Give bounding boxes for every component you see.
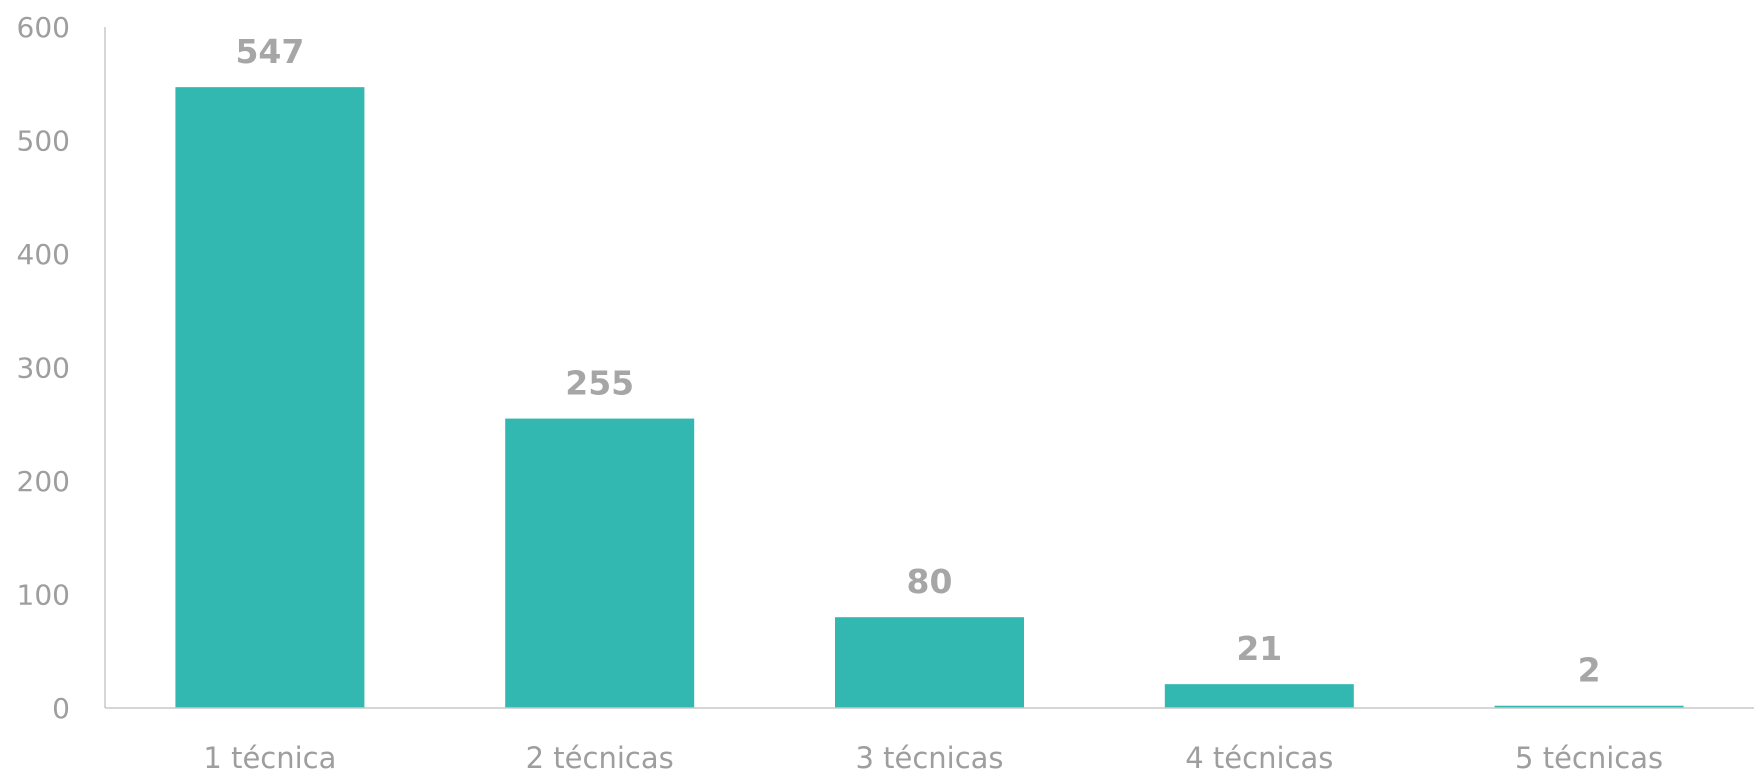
x-category-label-4: 4 técnicas <box>1185 741 1333 772</box>
y-tick-label-300: 300 <box>17 352 70 385</box>
data-label-5: 2 <box>1578 651 1601 690</box>
data-label-4: 21 <box>1236 629 1282 668</box>
y-tick-label-400: 400 <box>17 238 70 271</box>
y-tick-label-500: 500 <box>17 125 70 158</box>
x-axis-labels: 1 técnica 2 técnicas 3 técnicas 4 técnicas 5… <box>203 741 1663 772</box>
bar-1 <box>175 87 365 708</box>
bar-5 <box>1494 705 1684 708</box>
x-category-label-2: 2 técnicas <box>526 741 674 772</box>
x-category-label-1: 1 técnica <box>203 741 336 772</box>
data-label-2: 255 <box>565 364 634 403</box>
y-tick-label-0: 0 <box>52 692 70 725</box>
y-tick-label-100: 100 <box>17 579 70 612</box>
data-labels-group: 547 255 80 21 2 <box>235 32 1600 690</box>
bar-3 <box>835 617 1024 708</box>
x-category-label-5: 5 técnicas <box>1515 741 1663 772</box>
y-tick-label-600: 600 <box>17 11 70 44</box>
y-tick-label-200: 200 <box>17 465 70 498</box>
data-label-3: 80 <box>907 562 953 601</box>
x-category-label-3: 3 técnicas <box>855 741 1003 772</box>
bar-4 <box>1164 684 1354 708</box>
bars-group <box>175 87 1684 708</box>
bar-2 <box>505 418 695 708</box>
y-axis-ticks: 0 100 200 300 400 500 600 <box>17 11 70 725</box>
data-label-1: 547 <box>235 32 304 71</box>
